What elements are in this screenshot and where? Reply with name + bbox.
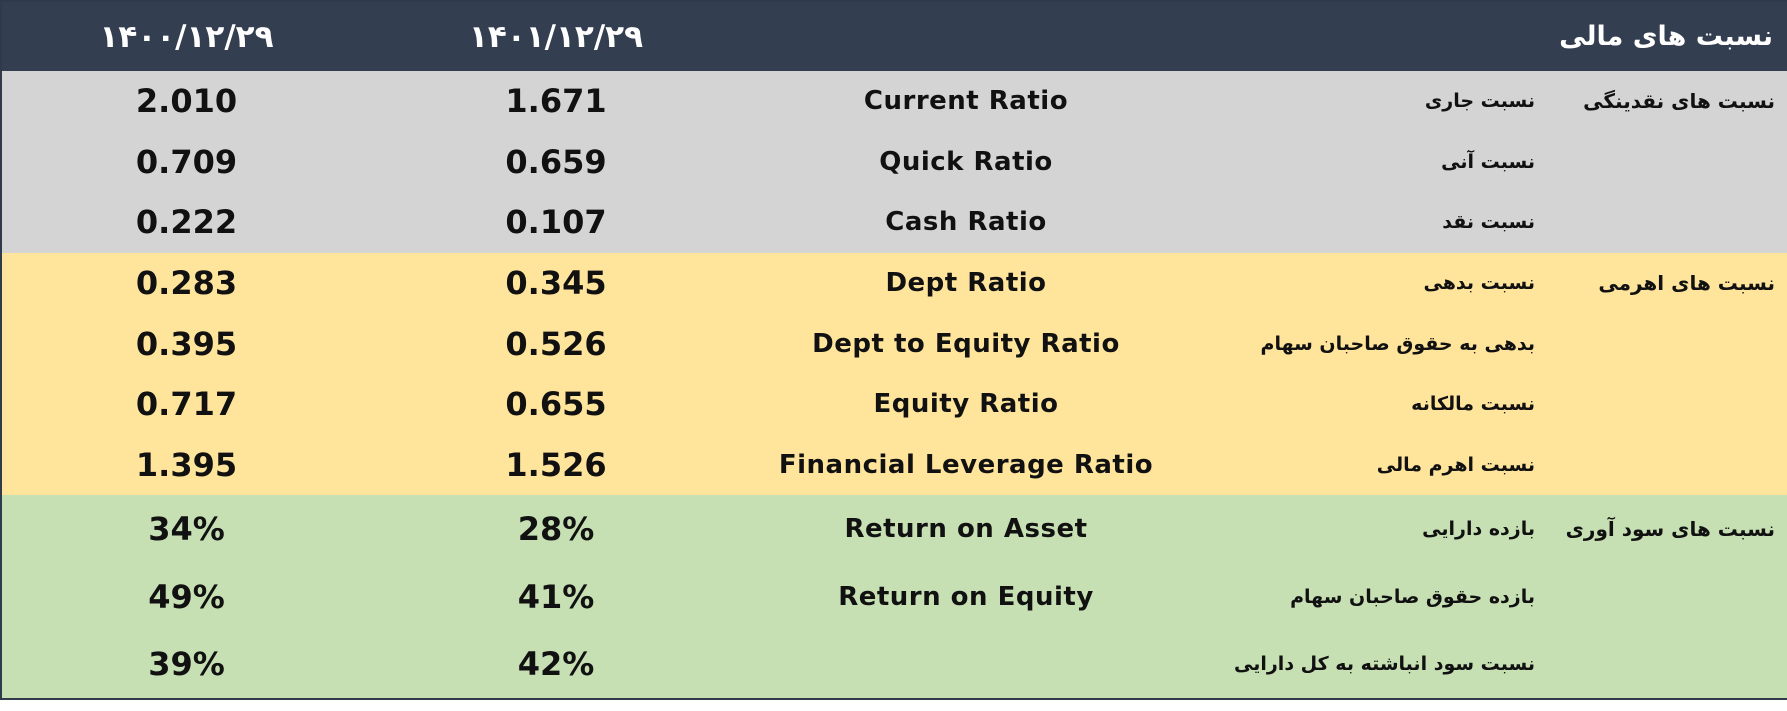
value-1401: 1.671: [505, 82, 607, 121]
value-1401: 0.526: [505, 324, 607, 363]
table-row-return-on-asset: 34% 28% Return on Asset بازده دارایی نسب…: [1, 494, 1787, 563]
ratio-name-en: Dept to Equity Ratio: [812, 328, 1120, 359]
ratio-name-en: Current Ratio: [863, 86, 1069, 117]
ratio-name-en: Equity Ratio: [873, 389, 1059, 420]
table-row-cash-ratio: 0.222 0.107 Cash Ratio نسبت نقد: [1, 192, 1787, 253]
value-1401: 1.526: [505, 445, 607, 484]
category-label-liquidity: نسبت های نقدینگی: [1583, 89, 1775, 114]
value-1400: 0.222: [135, 203, 238, 242]
value-1400: 49%: [148, 577, 225, 616]
table-row-retained-earnings-to-assets: 39% 42% نسبت سود انباشته به کل دارایی: [1, 630, 1787, 699]
value-1400: 2.010: [135, 82, 238, 121]
value-1400: 39%: [148, 645, 225, 684]
value-1401: 0.107: [505, 203, 607, 242]
ratio-name-fa: نسبت بدهی: [1423, 272, 1535, 295]
table-row-quick-ratio: 0.709 0.659 Quick Ratio نسبت آنی: [1, 131, 1787, 193]
category-cell: [1551, 313, 1787, 374]
category-cell: [1551, 374, 1787, 435]
category-cell: [1551, 434, 1787, 495]
category-cell: [1551, 192, 1787, 253]
column-header-1400: ۱۴۰۰/۱۲/۲۹: [99, 18, 274, 55]
ratio-name-fa: بازده دارایی: [1422, 517, 1535, 540]
ratio-name-fa: بازده حقوق صاحبان سهام: [1290, 585, 1535, 608]
category-cell: [1551, 132, 1787, 193]
ratio-name-fa: نسبت نقد: [1442, 211, 1535, 234]
table-row-financial-leverage: 1.395 1.526 Financial Leverage Ratio نسب…: [1, 434, 1787, 495]
ratio-name-en: Financial Leverage Ratio: [778, 449, 1154, 480]
value-1400: 1.395: [135, 445, 238, 484]
table-row-current-ratio: 2.010 1.671 Current Ratio نسبت جاری نسبت…: [1, 71, 1787, 132]
ratio-name-en: Return on Asset: [844, 513, 1088, 544]
value-1401: 0.655: [505, 385, 607, 424]
ratio-name-fa: نسبت مالکانه: [1411, 393, 1535, 416]
table-title: نسبت های مالی: [1559, 21, 1773, 53]
value-1400: 0.709: [135, 142, 238, 181]
column-header-1401: ۱۴۰۱/۱۲/۲۹: [468, 18, 643, 55]
header-row: ۱۴۰۰/۱۲/۲۹ ۱۴۰۱/۱۲/۲۹ نسبت های مالی: [1, 1, 1787, 72]
value-1401: 0.659: [505, 142, 607, 181]
table-row-return-on-equity: 49% 41% Return on Equity بازده حقوق صاحب…: [1, 562, 1787, 631]
category-label-profitability: نسبت های سود آوری: [1565, 516, 1775, 541]
table-row-debt-ratio: 0.283 0.345 Dept Ratio نسبت بدهی نسبت ها…: [1, 252, 1787, 314]
category-cell: [1551, 563, 1787, 631]
value-1401: 0.345: [505, 264, 607, 303]
value-1400: 34%: [148, 509, 225, 548]
ratio-name-en: Cash Ratio: [885, 207, 1047, 238]
value-1400: 0.717: [135, 385, 238, 424]
ratio-name-fa: بدهی به حقوق صاحبان سهام: [1260, 332, 1535, 355]
ratio-name-en: Quick Ratio: [879, 146, 1053, 177]
table-row-debt-to-equity: 0.395 0.526 Dept to Equity Ratio بدهی به…: [1, 313, 1787, 374]
ratio-name-en: Dept Ratio: [885, 268, 1047, 299]
ratio-name-fa: نسبت جاری: [1424, 90, 1535, 113]
value-1400: 0.283: [135, 264, 238, 303]
ratio-name-fa: نسبت سود انباشته به کل دارایی: [1234, 653, 1535, 676]
value-1401: 42%: [517, 645, 595, 684]
value-1400: 0.395: [135, 324, 238, 363]
category-label-leverage: نسبت های اهرمی: [1598, 271, 1775, 296]
ratio-name-en: Return on Equity: [838, 581, 1094, 612]
value-1401: 41%: [517, 577, 595, 616]
value-1401: 28%: [517, 509, 595, 548]
category-cell: [1551, 631, 1787, 699]
ratio-name-fa: نسبت اهرم مالی: [1376, 453, 1535, 476]
table-row-equity-ratio: 0.717 0.655 Equity Ratio نسبت مالکانه: [1, 373, 1787, 435]
ratio-name-fa: نسبت آنی: [1441, 150, 1535, 173]
ratio-name-en: [741, 631, 1191, 699]
